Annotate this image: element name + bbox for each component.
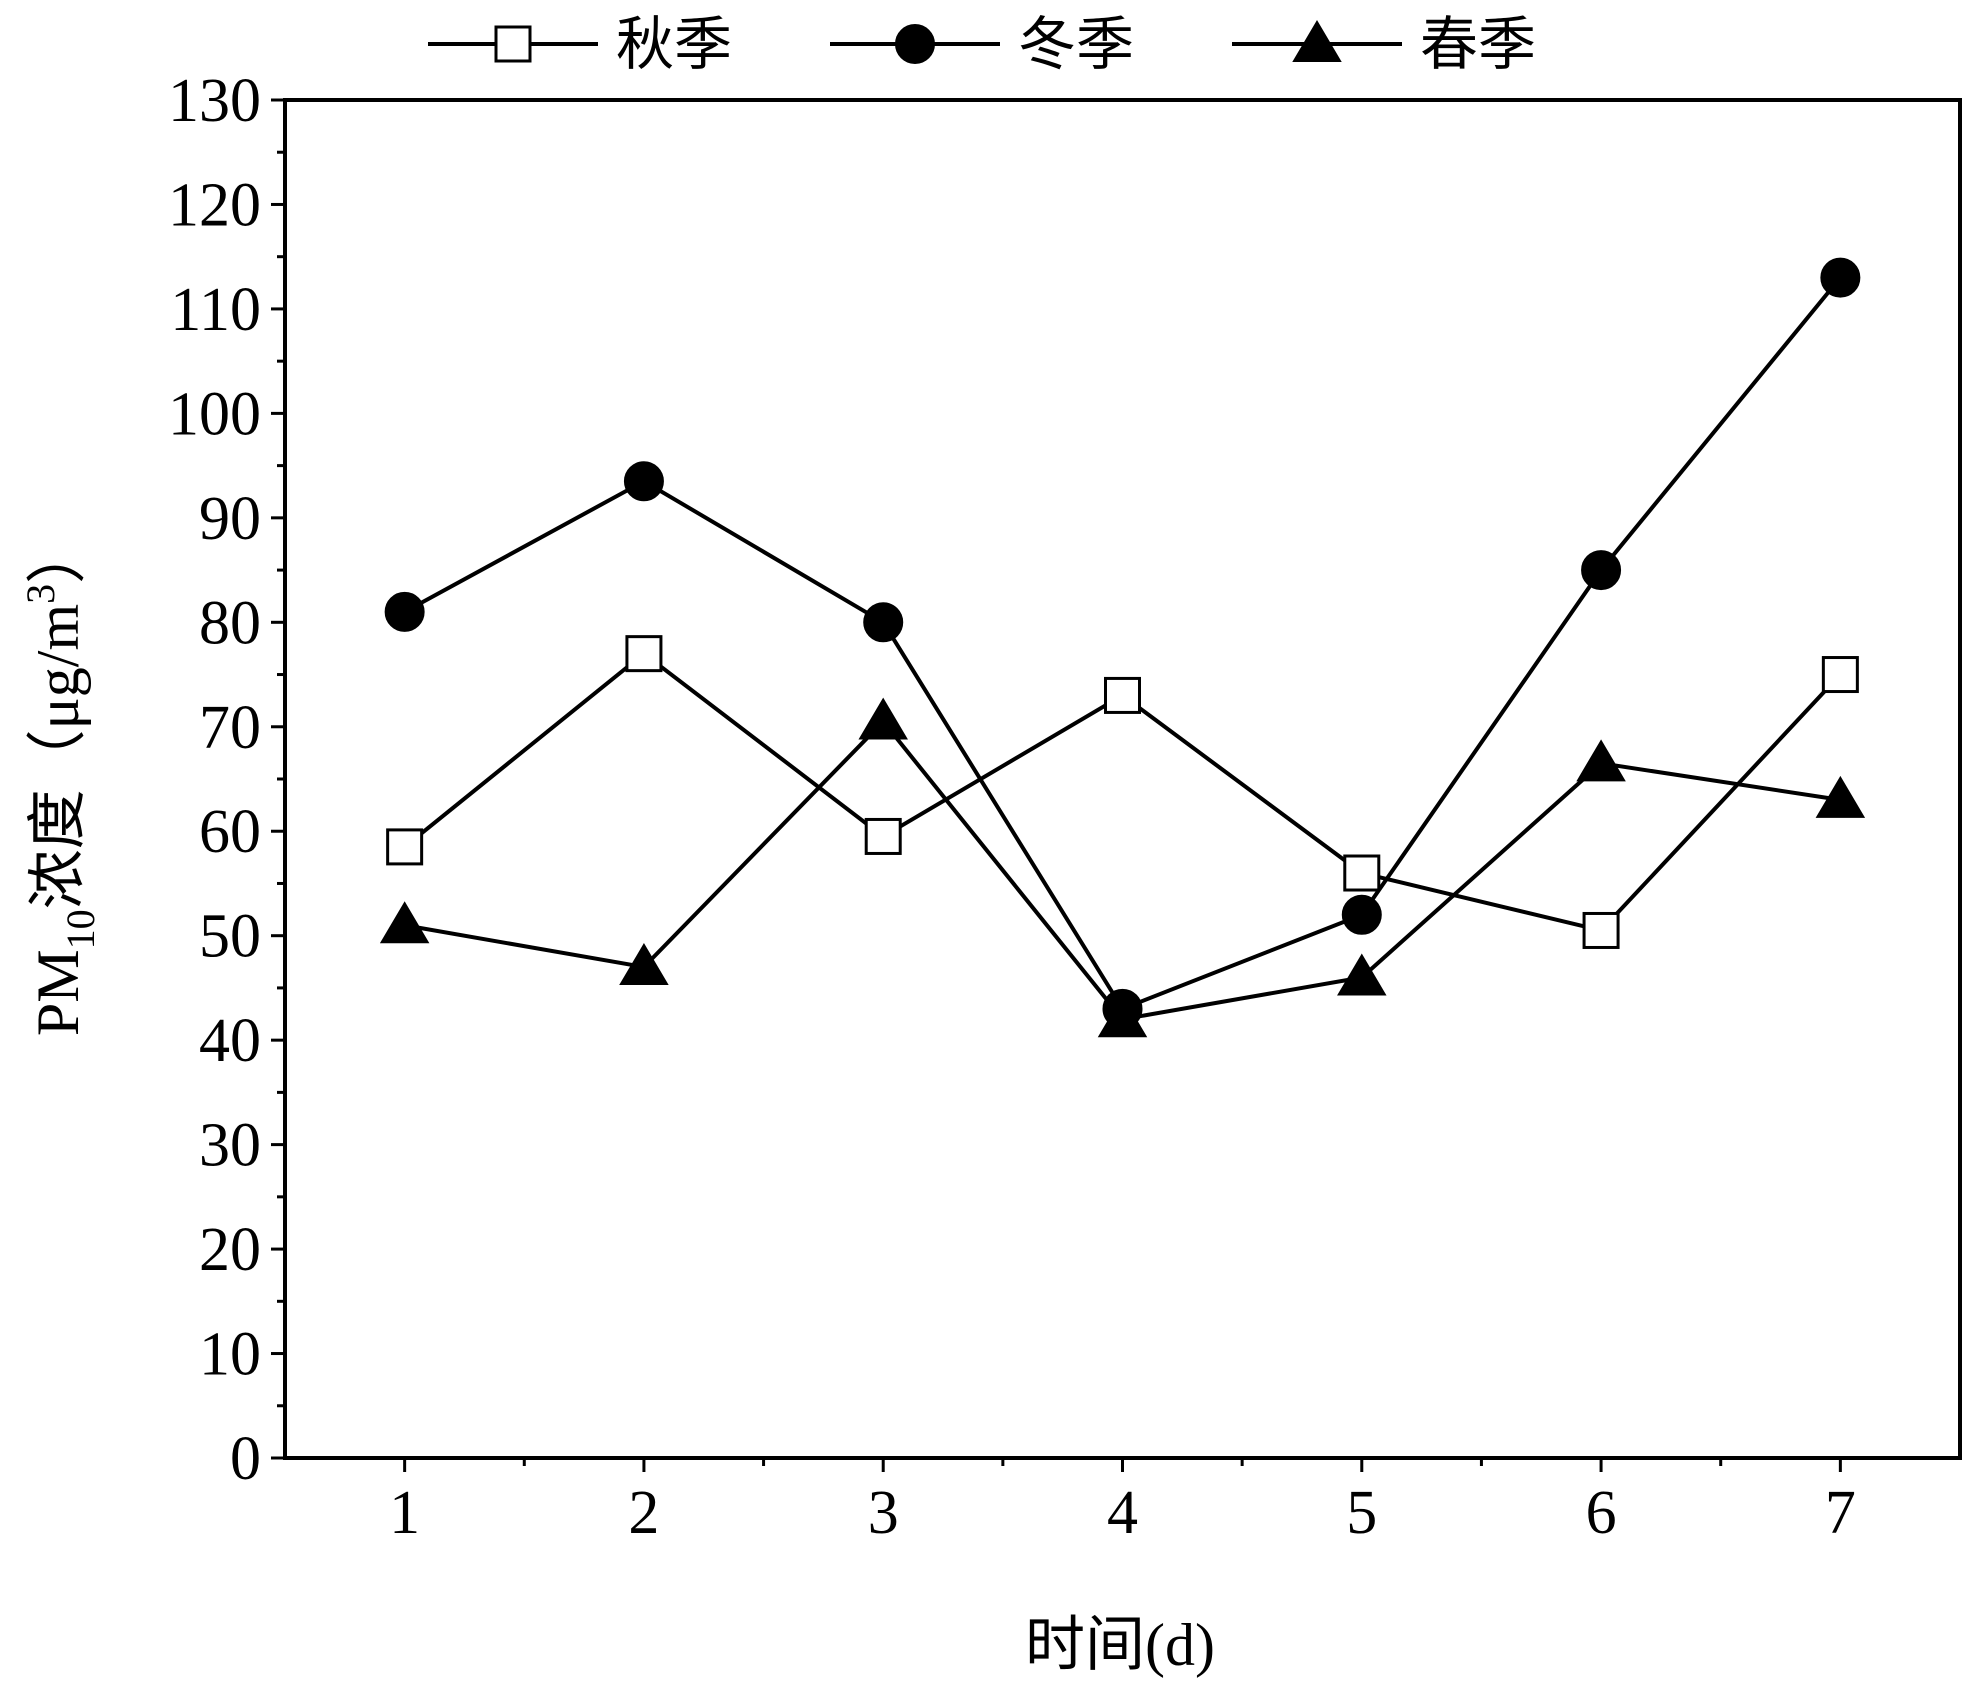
- data-point: [1821, 656, 1859, 694]
- legend-item-2: 冬季: [830, 12, 1134, 77]
- legend-item-1: 秋季: [428, 12, 732, 77]
- y-axis-title-middle: 浓度（μg/m: [25, 604, 91, 910]
- series-line: [404, 718, 1841, 1022]
- y-tick-label: 120: [168, 171, 261, 239]
- y-axis-title-main: PM: [25, 949, 91, 1036]
- legend-label: 秋季: [616, 12, 732, 77]
- data-point: [1097, 995, 1148, 1038]
- y-tick-label: 130: [168, 67, 261, 135]
- y-tick-label: 110: [170, 276, 261, 344]
- y-tick-label: 20: [199, 1216, 261, 1284]
- data-point: [625, 635, 663, 673]
- data-point: [1337, 953, 1387, 996]
- x-tick-label: 6: [1586, 1479, 1617, 1547]
- x-tick-label: 3: [868, 1479, 899, 1547]
- y-tick-label: 0: [230, 1425, 261, 1493]
- legend-marker: [494, 25, 532, 63]
- data-point: [863, 602, 904, 643]
- legend-label: 冬季: [1018, 12, 1134, 77]
- y-axis-title-subscript: 10: [58, 909, 103, 949]
- x-tick-label: 1: [389, 1479, 420, 1547]
- x-tick-label: 4: [1107, 1479, 1138, 1547]
- data-point: [1343, 854, 1381, 892]
- legend-marker: [895, 24, 935, 64]
- data-point: [1820, 257, 1861, 298]
- y-tick-label: 30: [199, 1112, 261, 1180]
- data-point: [379, 901, 430, 944]
- y-tick-label: 40: [199, 1007, 261, 1075]
- x-axis: 1 2 3 4 5 6 7: [389, 1458, 1856, 1547]
- legend-item-3: 春季: [1232, 12, 1536, 77]
- data-point: [858, 697, 908, 740]
- y-tick-label: 10: [199, 1321, 261, 1389]
- data-point: [384, 591, 425, 632]
- data-point: [619, 943, 669, 986]
- data-point: [1582, 911, 1620, 949]
- x-tick-label: 7: [1825, 1479, 1856, 1547]
- x-tick-label: 2: [628, 1479, 659, 1547]
- y-tick-label: 50: [199, 903, 261, 971]
- data-point: [1104, 676, 1141, 714]
- series-line: [403, 276, 1842, 1012]
- x-axis-title: 时间(d): [1025, 1612, 1215, 1678]
- y-tick-label: 100: [168, 380, 261, 448]
- legend-marker: [1292, 20, 1342, 62]
- data-point: [1341, 894, 1382, 935]
- data-point: [386, 828, 424, 866]
- legend-label: 春季: [1420, 12, 1536, 77]
- data-point: [864, 817, 902, 855]
- series-1: [386, 635, 1859, 949]
- y-tick-label: 90: [199, 485, 261, 553]
- data-point: [623, 461, 664, 502]
- legend: 秋季 冬季 春季: [428, 12, 1536, 77]
- y-axis-title: PM10浓度（μg/m3）: [18, 524, 103, 1036]
- data-point: [1581, 550, 1622, 591]
- y-tick-label: 80: [199, 589, 261, 657]
- y-tick-label: 70: [199, 694, 261, 762]
- series-2: [384, 257, 1861, 1029]
- series-3: [379, 697, 1866, 1038]
- y-axis-title-superscript: 3: [18, 584, 63, 604]
- y-axis: 0 10 20 30 40 50 60 70 80 90 100 110 120 130: [168, 67, 285, 1493]
- x-tick-label: 5: [1346, 1479, 1377, 1547]
- series-layer: [379, 257, 1866, 1038]
- data-point: [1815, 775, 1866, 818]
- y-tick-label: 60: [199, 798, 261, 866]
- y-axis-title-end: ）: [25, 524, 91, 584]
- data-point: [1576, 739, 1626, 782]
